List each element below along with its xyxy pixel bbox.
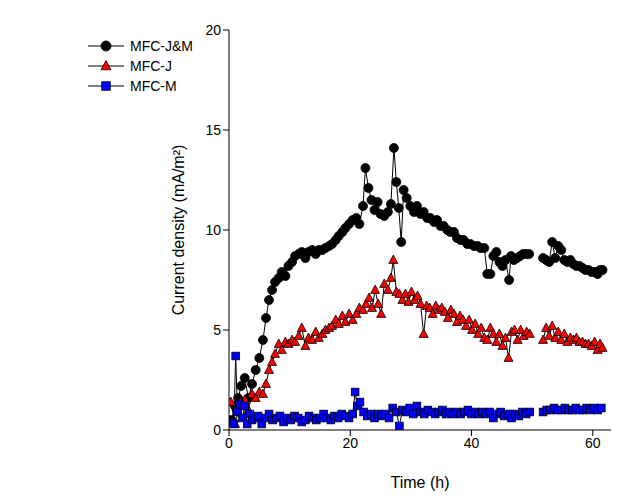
svg-text:10: 10 [205, 222, 221, 238]
svg-text:0: 0 [225, 435, 233, 451]
html-text:MFC-J&M: MFC-J&M [130, 38, 193, 54]
svg-text:20: 20 [342, 435, 358, 451]
svg-text:60: 60 [585, 435, 601, 451]
svg-text:Time (h): Time (h) [391, 474, 450, 491]
svg-text:15: 15 [205, 122, 221, 138]
svg-text:20: 20 [205, 22, 221, 38]
svg-text:0: 0 [213, 422, 221, 438]
svg-text:40: 40 [464, 435, 480, 451]
svg-text:5: 5 [213, 322, 221, 338]
html-text:MFC-M: MFC-M [130, 78, 177, 94]
svg-text:Current density (mA/m²): Current density (mA/m²) [170, 145, 187, 316]
html-text:MFC-J: MFC-J [130, 58, 172, 74]
